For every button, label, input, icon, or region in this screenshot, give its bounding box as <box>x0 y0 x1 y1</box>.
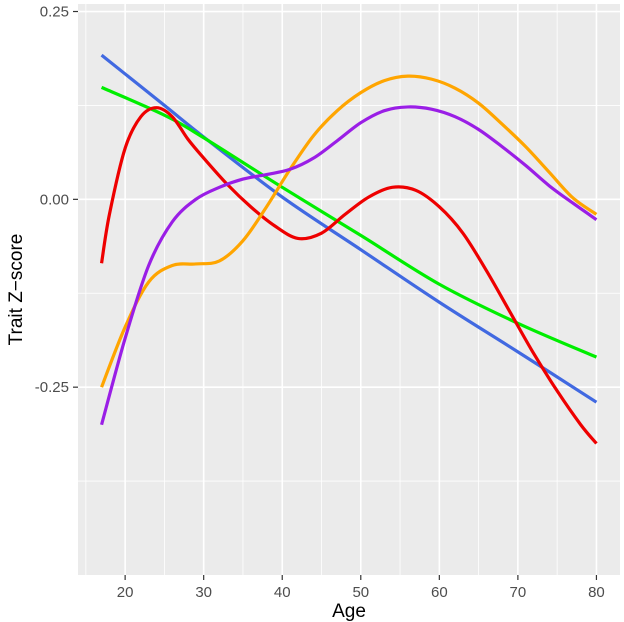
minor-gridlines <box>78 4 620 575</box>
series-line-4 <box>100 74 598 388</box>
plot-panel <box>78 4 620 575</box>
x-tick-label: 20 <box>117 584 134 601</box>
y-axis-title: Trait Z−score <box>6 234 27 346</box>
series-lines <box>99 53 598 445</box>
y-tick-label: -0.25 <box>35 379 69 396</box>
x-tick-label: 60 <box>431 584 448 601</box>
x-tick-label: 80 <box>588 584 605 601</box>
series-line-3 <box>99 106 598 445</box>
x-tick-label: 30 <box>195 584 212 601</box>
x-tick-label: 50 <box>352 584 369 601</box>
x-axis-title: Age <box>332 601 366 622</box>
y-axis-ticks: 0.25 0.00 -0.25 <box>35 4 78 396</box>
series-line-5 <box>100 105 598 426</box>
x-tick-label: 40 <box>274 584 291 601</box>
y-tick-label: 0.00 <box>40 191 69 208</box>
series-line-1 <box>100 53 598 404</box>
y-tick-label: 0.25 <box>40 4 69 21</box>
x-tick-label: 70 <box>510 584 527 601</box>
x-axis-ticks: 20 30 40 50 60 70 80 <box>117 575 605 601</box>
